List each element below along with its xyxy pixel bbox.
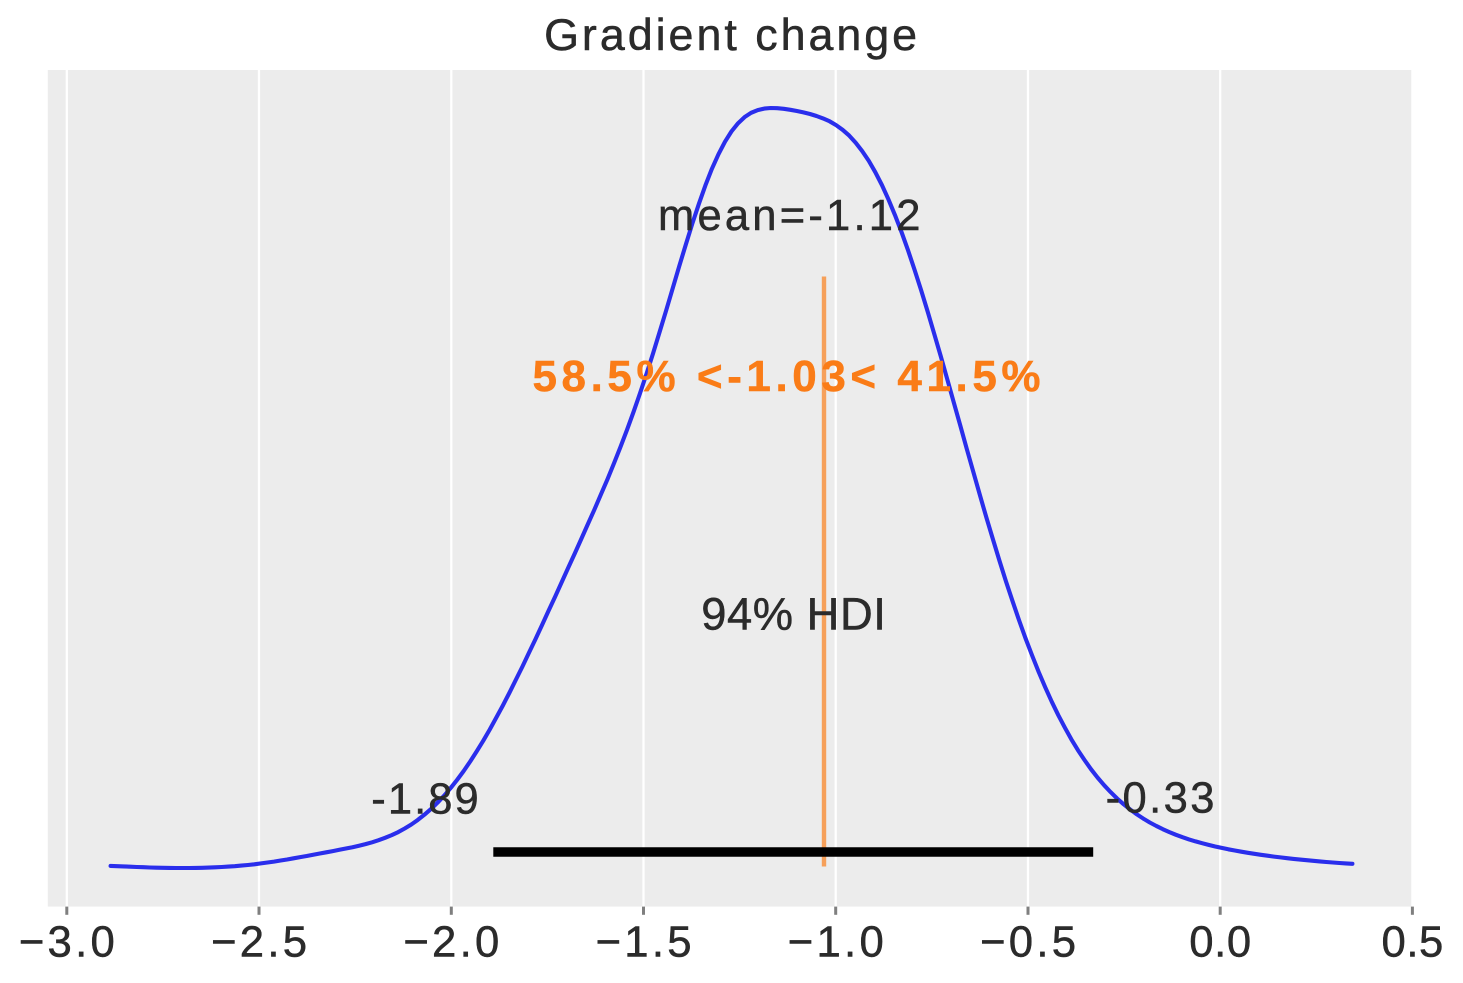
svg-text:mean=-1.12: mean=-1.12 (658, 192, 920, 240)
svg-text:−2.0: −2.0 (403, 918, 499, 967)
svg-text:Gradient change: Gradient change (544, 10, 917, 60)
svg-text:−3.0: −3.0 (19, 918, 115, 967)
svg-text:−1.5: −1.5 (595, 918, 691, 967)
svg-text:94% HDI: 94% HDI (701, 589, 886, 640)
svg-text:0.5: 0.5 (1381, 918, 1443, 967)
svg-text:−0.5: −0.5 (980, 918, 1076, 967)
svg-text:0.0: 0.0 (1189, 918, 1251, 967)
svg-text:58.5% <-1.03< 41.5%: 58.5% <-1.03< 41.5% (533, 352, 1041, 401)
svg-text:−1.0: −1.0 (788, 918, 884, 967)
svg-text:−2.5: −2.5 (211, 918, 307, 967)
svg-text:-0.33: -0.33 (1106, 775, 1215, 823)
svg-text:-1.89: -1.89 (371, 775, 478, 823)
